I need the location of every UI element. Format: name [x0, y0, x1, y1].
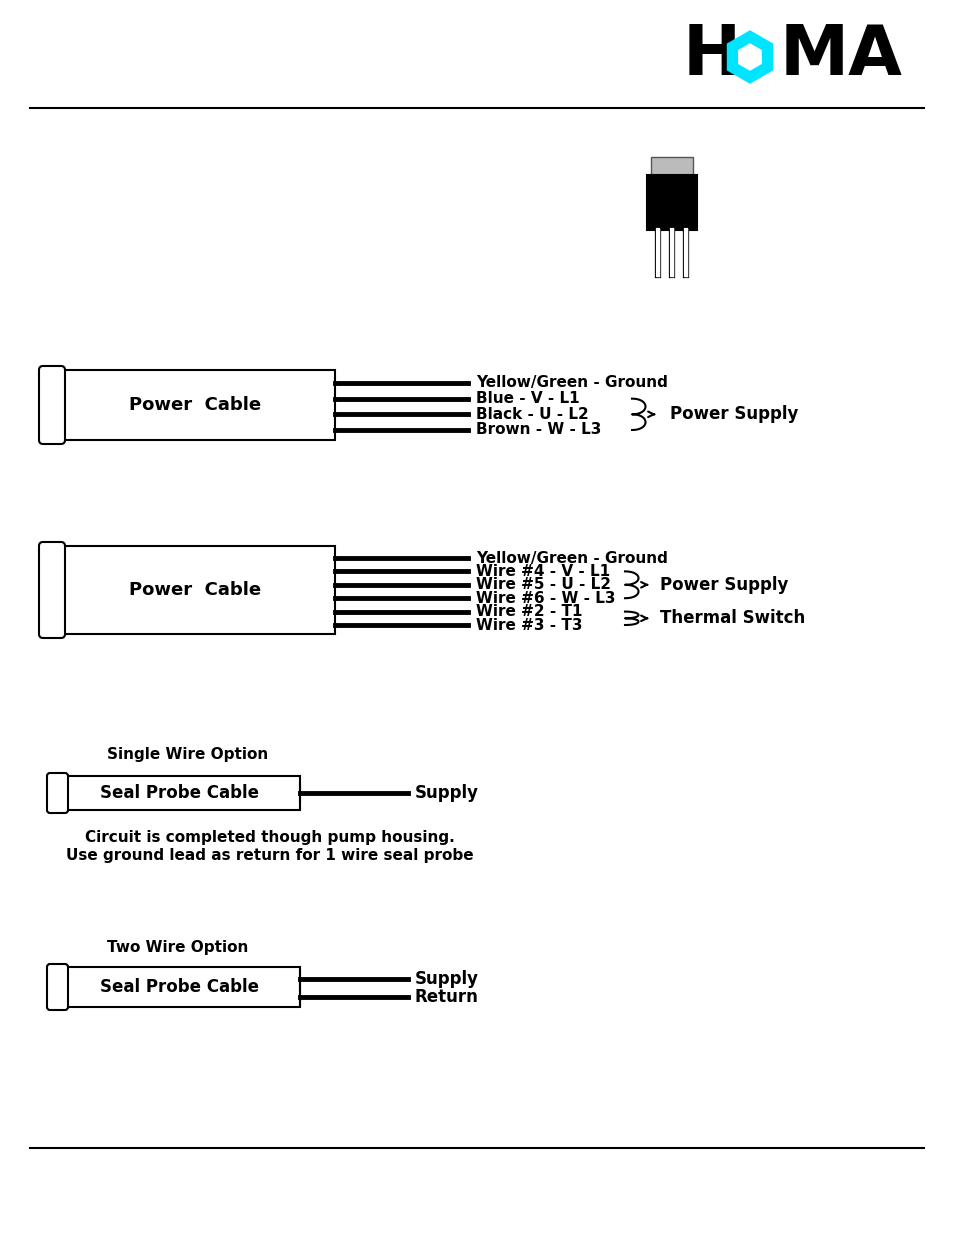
Text: Use ground lead as return for 1 wire seal probe: Use ground lead as return for 1 wire sea…: [66, 848, 474, 863]
Text: Return: Return: [415, 988, 478, 1007]
Text: Brown - W - L3: Brown - W - L3: [476, 422, 600, 437]
Polygon shape: [727, 31, 772, 83]
Text: Wire #6 - W - L3: Wire #6 - W - L3: [476, 590, 615, 605]
Bar: [60, 776, 299, 810]
FancyBboxPatch shape: [39, 366, 65, 445]
Text: Yellow/Green - Ground: Yellow/Green - Ground: [476, 551, 667, 566]
Text: Supply: Supply: [415, 969, 478, 988]
Bar: [55, 370, 335, 440]
Text: H: H: [682, 22, 740, 89]
Bar: [646, 175, 697, 230]
FancyBboxPatch shape: [39, 542, 65, 638]
Text: MA: MA: [780, 22, 902, 89]
Text: Wire #4 - V - L1: Wire #4 - V - L1: [476, 564, 610, 579]
Text: Blue - V - L1: Blue - V - L1: [476, 391, 579, 406]
Polygon shape: [738, 44, 760, 70]
Text: Supply: Supply: [415, 784, 478, 802]
FancyBboxPatch shape: [47, 965, 68, 1010]
Text: Wire #5 - U - L2: Wire #5 - U - L2: [476, 577, 610, 593]
Text: Seal Probe Cable: Seal Probe Cable: [100, 784, 259, 802]
Bar: [650, 157, 692, 175]
Text: Wire #3 - T3: Wire #3 - T3: [476, 618, 582, 632]
Text: Power  Cable: Power Cable: [129, 580, 261, 599]
Text: Circuit is completed though pump housing.: Circuit is completed though pump housing…: [85, 830, 455, 845]
FancyBboxPatch shape: [47, 773, 68, 813]
Text: Two Wire Option: Two Wire Option: [107, 940, 248, 955]
Text: Thermal Switch: Thermal Switch: [659, 609, 804, 627]
Text: Black - U - L2: Black - U - L2: [476, 406, 588, 422]
Text: Wire #2 - T1: Wire #2 - T1: [476, 604, 582, 619]
Text: Single Wire Option: Single Wire Option: [107, 747, 268, 762]
Text: Power  Cable: Power Cable: [129, 396, 261, 414]
Text: Seal Probe Cable: Seal Probe Cable: [100, 978, 259, 995]
Bar: [55, 546, 335, 634]
Bar: [60, 967, 299, 1007]
Text: Yellow/Green - Ground: Yellow/Green - Ground: [476, 375, 667, 390]
Text: Power Supply: Power Supply: [669, 405, 798, 424]
Text: Power Supply: Power Supply: [659, 576, 787, 594]
